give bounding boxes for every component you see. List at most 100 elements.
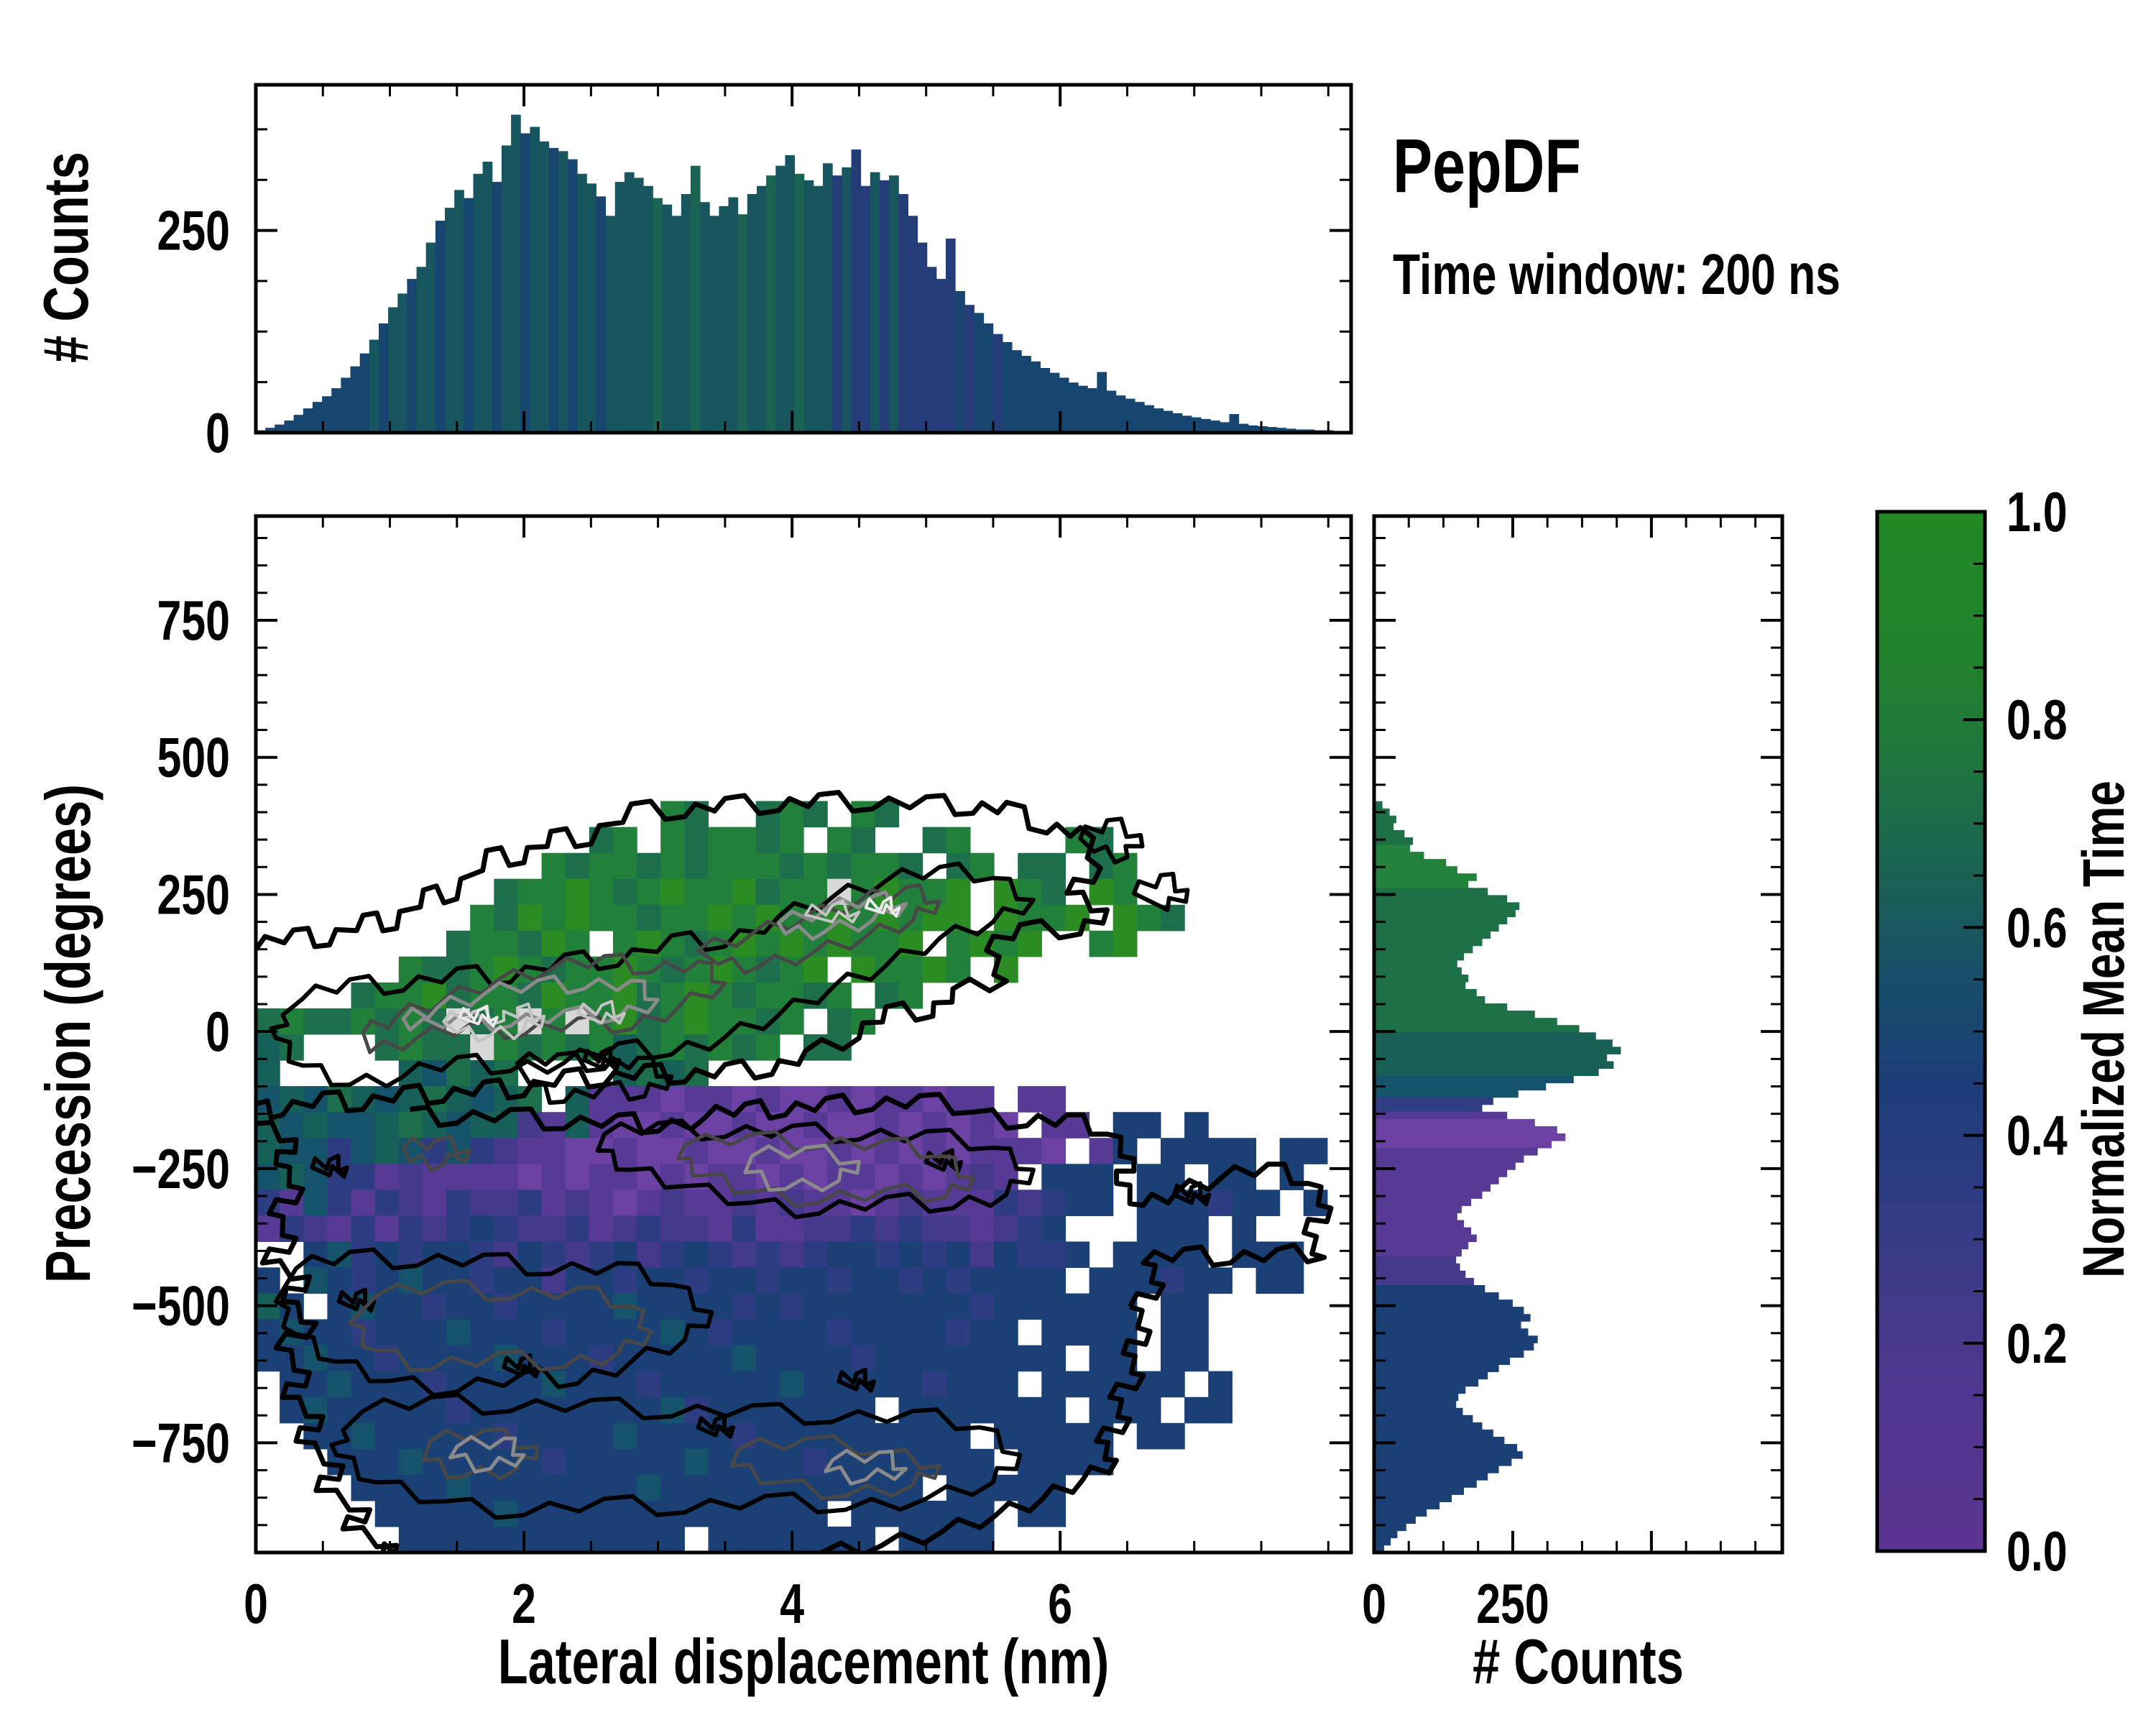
heatmap-cell	[922, 1267, 947, 1294]
axes	[254, 83, 1987, 1555]
histogram-bar	[1374, 996, 1485, 1004]
heatmap-cell	[517, 1190, 543, 1216]
histogram-bar	[1374, 1126, 1557, 1134]
heatmap-cell	[1112, 930, 1138, 957]
heatmap-cell	[374, 1319, 400, 1346]
heatmap-cell	[613, 878, 637, 906]
heatmap-cell	[969, 1267, 995, 1294]
heatmap-cell	[1018, 1397, 1042, 1424]
contour-path	[401, 1134, 472, 1172]
heatmap-cell	[994, 1267, 1018, 1294]
heatmap-cell	[1041, 1086, 1067, 1113]
heatmap-cell	[660, 1215, 685, 1242]
heatmap-cell	[1089, 1267, 1114, 1294]
histogram-bar	[1097, 372, 1107, 433]
histogram-bar	[813, 185, 824, 433]
heatmap-cell	[374, 1008, 400, 1035]
tick-label: 0	[244, 1573, 268, 1635]
heatmap-cell	[613, 1215, 637, 1242]
histogram-bar	[303, 408, 313, 433]
histogram-bar	[1201, 418, 1211, 433]
histogram-bar	[1286, 428, 1296, 433]
heatmap-cell	[517, 1138, 543, 1164]
histogram-bar	[719, 206, 729, 433]
histogram-bar	[803, 180, 814, 433]
histogram-bar	[1374, 1169, 1508, 1177]
heatmap-cell	[494, 1138, 519, 1164]
histogram-bar	[1374, 837, 1413, 845]
heatmap-cell	[374, 1448, 400, 1476]
histogram-bar	[1374, 989, 1477, 997]
heatmap-cell	[589, 1448, 614, 1476]
histogram-bar	[653, 198, 663, 433]
histogram-bar	[1031, 361, 1041, 433]
histogram-bar	[331, 388, 341, 433]
histogram-bar	[492, 182, 502, 433]
histogram-bar	[1374, 852, 1424, 860]
heatmap-cell	[398, 1319, 423, 1346]
heatmap-cell	[732, 1293, 757, 1320]
heatmap-cell	[898, 1267, 923, 1294]
heatmap-cell	[660, 852, 685, 880]
heatmap-cell	[613, 1267, 637, 1294]
histogram-bar	[700, 202, 710, 433]
heatmap-cell	[1161, 1371, 1185, 1398]
heatmap-cell	[779, 1371, 804, 1398]
contour-path	[1131, 871, 1190, 912]
histogram-bar	[1374, 1018, 1557, 1026]
heatmap-cell	[994, 1215, 1018, 1242]
heatmap-cell	[827, 1215, 852, 1242]
heatmap-cell	[684, 1008, 709, 1035]
heatmap-cell	[517, 1215, 543, 1242]
heatmap-cell	[1041, 1397, 1067, 1424]
contour-path	[743, 1144, 861, 1192]
histogram-bar	[1374, 1473, 1488, 1481]
heatmap-cell	[708, 1371, 733, 1398]
heatmap-cell	[684, 1215, 709, 1242]
heatmap-cell	[303, 1008, 328, 1035]
heatmap-cell	[732, 1371, 757, 1398]
histogram-bar	[1374, 1407, 1463, 1416]
heatmap-cell	[422, 1526, 447, 1552]
contour-lines	[256, 790, 1334, 1552]
heatmap-cell	[613, 930, 637, 957]
histogram-bar	[284, 420, 295, 433]
heatmap-cell	[470, 1190, 494, 1216]
heatmap-cell	[946, 827, 971, 854]
heatmap-cell	[755, 1448, 780, 1476]
heatmap-cell	[1041, 852, 1067, 880]
right-hist-xlabel: # Counts	[1473, 1626, 1684, 1697]
heatmap-cell	[732, 1319, 757, 1346]
heatmap-cell	[1018, 1345, 1042, 1372]
histogram-bar	[1258, 426, 1268, 433]
histogram-bar	[407, 279, 418, 433]
heatmap-cell	[898, 1422, 923, 1450]
heatmap-cell	[374, 1293, 400, 1320]
histogram-bar	[1374, 1414, 1473, 1423]
contour-path	[269, 861, 1036, 1089]
heatmap-cell	[732, 904, 757, 932]
heatmap-cell	[517, 1526, 543, 1552]
heatmap-cell	[779, 982, 804, 1009]
heatmap-cell	[803, 1215, 828, 1242]
heatmap-cell	[946, 930, 971, 957]
histogram-bar	[1087, 388, 1097, 433]
histogram-bar	[369, 339, 379, 433]
heatmap-cell	[827, 1319, 852, 1346]
heatmap-cell	[969, 1241, 995, 1269]
histogram-bar	[275, 424, 285, 433]
contour-path	[576, 1000, 626, 1025]
heatmap-cell	[637, 1422, 661, 1450]
heatmap-cell	[470, 1319, 494, 1346]
tick-labels: 0 250 750 500 250 0 −250 −500 −750 0 2 4 6 0 250 1.0 0.8…	[132, 199, 2068, 1634]
heatmap-cell	[589, 1422, 614, 1450]
histogram-bar	[889, 175, 899, 433]
contour-path	[837, 1367, 876, 1393]
tick-label: 250	[157, 199, 230, 262]
histogram-bar	[1374, 924, 1499, 932]
heatmap-cell	[803, 1371, 828, 1398]
contour-path	[923, 1148, 964, 1174]
histogram-bar	[1374, 1386, 1466, 1394]
histogram-bar	[936, 279, 946, 433]
heatmap-cell	[969, 1345, 995, 1372]
